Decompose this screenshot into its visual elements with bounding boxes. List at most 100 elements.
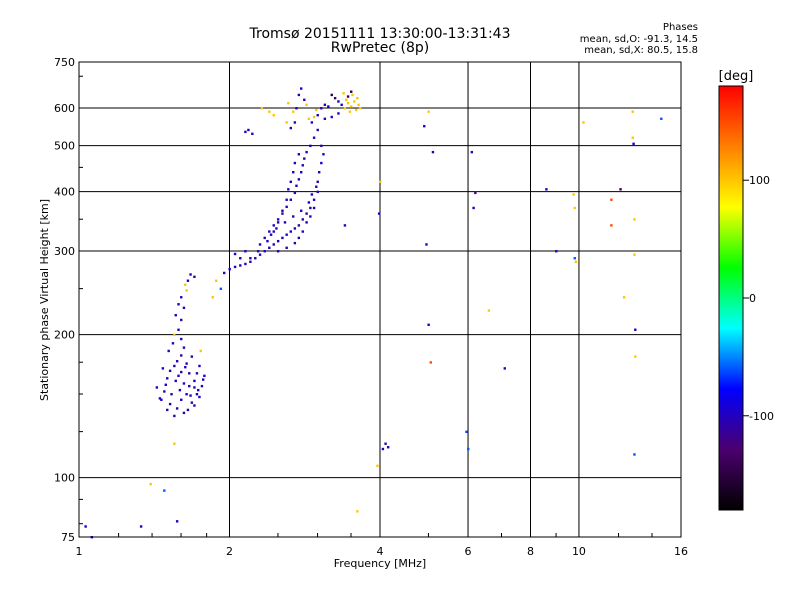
data-point (161, 367, 165, 370)
data-point (173, 333, 176, 337)
data-point (195, 372, 199, 375)
data-point (320, 161, 323, 165)
data-point (281, 209, 284, 212)
phase-stats-x: mean, sd,X: 80.5, 15.8 (584, 45, 698, 56)
data-point (188, 372, 191, 375)
plot-frame (78, 61, 682, 538)
data-point (316, 190, 319, 194)
data-point (316, 114, 319, 117)
data-point (268, 110, 271, 113)
data-point (293, 191, 297, 195)
data-point (572, 193, 575, 196)
data-point (303, 98, 306, 102)
data-point (163, 489, 166, 492)
data-point (174, 379, 177, 383)
y-tick-label: 300 (54, 245, 75, 258)
data-point (423, 124, 426, 128)
y-tick-label: 600 (54, 102, 75, 115)
data-point (198, 364, 201, 368)
data-point (185, 289, 188, 292)
data-point (610, 198, 613, 201)
data-point (292, 171, 295, 174)
data-point (348, 110, 352, 113)
data-point (219, 287, 223, 291)
data-point (160, 398, 163, 401)
data-point (357, 103, 360, 107)
y-tick-label: 750 (54, 56, 75, 69)
data-point (610, 224, 613, 227)
x-tick-label: 8 (527, 545, 534, 558)
data-point (177, 303, 180, 306)
data-point (287, 188, 290, 191)
data-point (287, 101, 290, 105)
data-point (300, 87, 303, 90)
y-tick-label: 75 (61, 531, 75, 544)
data-point (301, 164, 304, 167)
data-point (573, 206, 576, 210)
data-point (272, 224, 275, 227)
data-point (244, 262, 247, 266)
data-point (295, 184, 298, 187)
data-point (180, 354, 183, 357)
data-point (193, 379, 196, 383)
x-tick-label: 10 (572, 545, 586, 558)
data-point (293, 161, 297, 165)
data-point (309, 144, 312, 148)
data-point (180, 398, 183, 401)
data-point (350, 105, 353, 108)
data-point (180, 318, 183, 322)
data-point (186, 279, 190, 282)
data-point (189, 394, 192, 397)
data-point (293, 121, 297, 124)
data-point (275, 227, 278, 230)
data-point (351, 93, 354, 97)
data-point (337, 112, 340, 115)
data-point (386, 446, 390, 449)
data-point (171, 342, 175, 345)
data-point (297, 224, 301, 227)
data-point (200, 384, 204, 388)
data-point (431, 150, 435, 154)
data-point (293, 241, 297, 245)
data-point (184, 283, 187, 286)
data-point (272, 243, 275, 246)
data-point (285, 246, 288, 250)
data-point (305, 150, 308, 154)
data-point (211, 296, 214, 299)
data-point (185, 393, 188, 396)
data-point (310, 193, 314, 196)
data-point (175, 407, 179, 410)
data-point (425, 243, 428, 246)
data-point (180, 296, 183, 299)
data-point (198, 395, 201, 399)
data-point (634, 355, 637, 358)
data-point (356, 96, 359, 100)
data-point (266, 239, 269, 243)
y-axis-ticks: 75 100 200 300 400 500 600 750 (54, 56, 83, 544)
data-point (343, 224, 347, 227)
data-point (330, 93, 333, 97)
data-point (167, 349, 170, 353)
data-point (193, 404, 196, 407)
y-tick-label: 100 (54, 472, 75, 485)
data-point (619, 188, 622, 191)
data-point (381, 447, 385, 451)
data-point (427, 110, 430, 113)
data-point (289, 230, 293, 233)
data-point (474, 191, 477, 195)
data-point (377, 212, 381, 215)
phase-stats-o: mean, sd,O: -91.3, 14.5 (579, 34, 698, 45)
data-point (297, 93, 301, 97)
data-point (281, 236, 284, 240)
data-point (239, 257, 242, 260)
data-point (249, 257, 252, 260)
data-point (632, 142, 635, 145)
y-tick-label: 400 (54, 186, 75, 199)
data-point (342, 92, 345, 95)
x-axis-ticks: 1 2 4 6 8 10 16 (76, 533, 688, 558)
data-point (201, 378, 205, 381)
x-tick-label: 16 (674, 545, 688, 558)
data-point (268, 230, 271, 233)
data-point (315, 185, 318, 188)
data-point (327, 105, 330, 108)
